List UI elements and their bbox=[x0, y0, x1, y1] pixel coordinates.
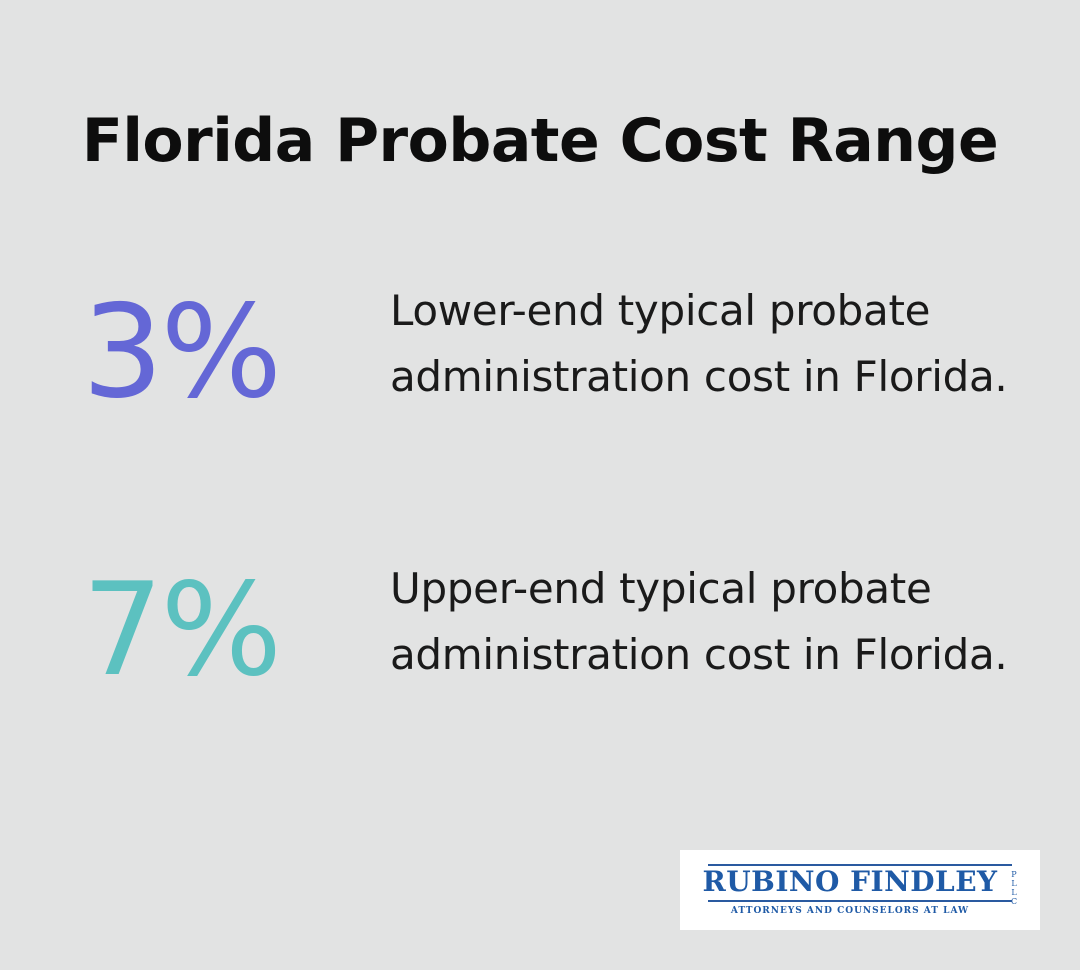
logo-top-rule bbox=[708, 864, 1012, 866]
stat-lower-value: 3% bbox=[82, 278, 282, 427]
logo-firm-name: RUBINO FINDLEY bbox=[702, 865, 998, 898]
stat-upper: 7% Upper-end typical probate administrat… bbox=[0, 556, 1080, 756]
stat-lower: 3% Lower-end typical probate administrat… bbox=[0, 278, 1080, 478]
stat-upper-description: Upper-end typical probate administration… bbox=[390, 564, 1008, 679]
firm-logo: RUBINO FINDLEY PLLC ATTORNEYS AND COUNSE… bbox=[680, 850, 1040, 930]
stat-upper-value: 7% bbox=[82, 556, 282, 705]
logo-mid-rule bbox=[708, 900, 1012, 902]
logo-suffix: PLLC bbox=[1010, 870, 1018, 906]
page-title: Florida Probate Cost Range bbox=[81, 106, 999, 176]
logo-tagline: ATTORNEYS AND COUNSELORS AT LAW bbox=[730, 906, 970, 916]
stat-lower-description: Lower-end typical probate administration… bbox=[390, 286, 1008, 401]
